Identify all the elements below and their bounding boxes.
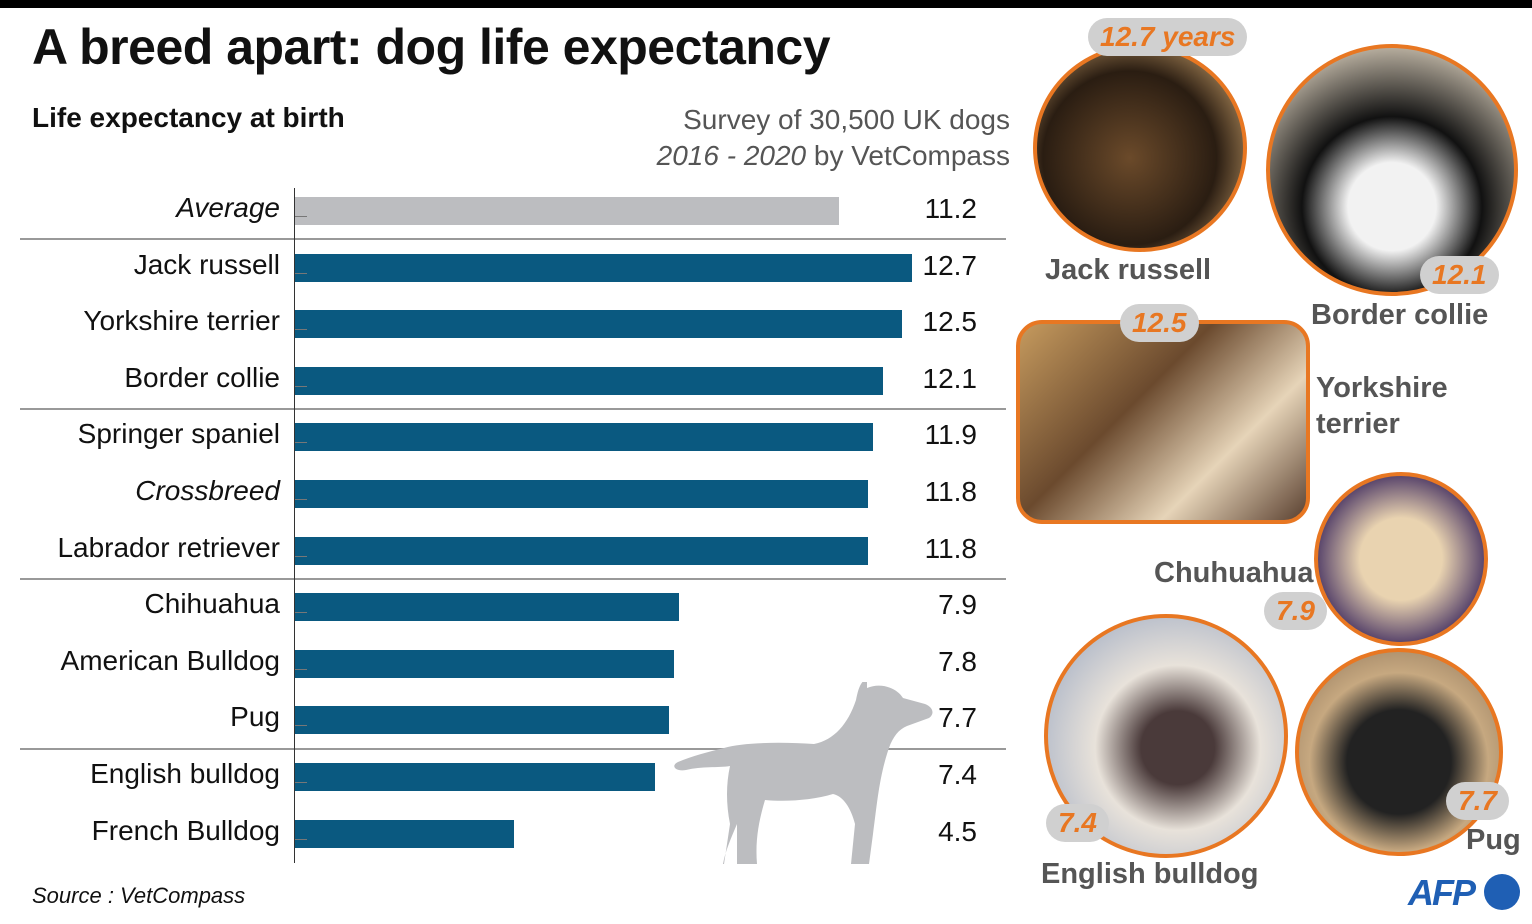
category-label: Average [176, 192, 280, 223]
axis-tick [295, 668, 307, 670]
value-label: 11.9 [924, 419, 977, 451]
bar-yorkshire-terrier [295, 310, 903, 339]
group-separator [20, 408, 1006, 411]
value-label: 7.7 [938, 702, 977, 734]
bar-chihuahua [295, 593, 679, 622]
category-label: Chihuahua [144, 588, 280, 620]
bar-border-collie [295, 366, 883, 395]
y-axis-line [294, 188, 295, 863]
value-label: 12.5 [922, 306, 978, 338]
axis-tick [295, 725, 307, 727]
chihuahua-badge: 7.9 [1264, 592, 1327, 630]
pug-label: Pug [1466, 824, 1521, 856]
survey-line-1: Survey of 30,500 UK dogs [683, 104, 1010, 135]
english-bulldog-badge: 7.4 [1046, 804, 1109, 842]
yorkshire-terrier-label: Yorkshire terrier [1316, 370, 1448, 442]
category-label: English bulldog [90, 758, 280, 789]
source-note: Source : VetCompass [32, 883, 246, 908]
afp-logo: AFP [1408, 872, 1476, 913]
label-line: Yorkshire [1316, 372, 1448, 404]
group-separator [20, 577, 1006, 580]
value-label: 7.4 [938, 759, 977, 790]
bar-average [295, 197, 840, 225]
axis-tick [295, 385, 307, 387]
label-line: terrier [1316, 408, 1400, 440]
value-label: 12.7 [922, 249, 978, 281]
category-label: Labrador retriever [57, 531, 280, 563]
bar-french-bulldog [295, 819, 514, 848]
value-label: 4.5 [938, 815, 977, 847]
border-collie-photo [1266, 44, 1518, 296]
category-label: American Bulldog [60, 644, 280, 676]
value-label: 7.9 [938, 589, 977, 621]
jack-russell-photo [1033, 44, 1247, 252]
chihuahua-photo [1314, 472, 1488, 646]
bar-pug [295, 706, 670, 735]
jack-russell-badge: 12.7 years [1088, 18, 1248, 56]
category-label: Jack russell [133, 248, 280, 280]
bar-labrador-retriever [295, 536, 869, 565]
border-collie-badge: 12.1 [1420, 256, 1499, 294]
bar-english-bulldog [295, 763, 655, 791]
axis-tick [295, 272, 307, 274]
afp-logo-dot [1484, 874, 1520, 910]
survey-note: Survey of 30,500 UK dogs 2016 - 2020 by … [657, 102, 1010, 174]
bar-american-bulldog [295, 649, 674, 678]
value-label: 11.8 [924, 476, 977, 507]
axis-tick [295, 216, 307, 217]
group-separator [20, 238, 1006, 241]
category-label: Border collie [124, 361, 280, 393]
bar-springer-spaniel [295, 423, 874, 452]
chihuahua-label: Chuhuahua [1154, 557, 1314, 589]
top-rule [0, 0, 1532, 8]
axis-tick [295, 555, 307, 557]
axis-tick [295, 329, 307, 331]
bar-crossbreed [295, 480, 869, 508]
english-bulldog-label: English bulldog [1041, 858, 1259, 890]
category-label: French Bulldog [91, 814, 280, 846]
axis-tick [295, 612, 307, 614]
chart-subtitle: Life expectancy at birth [32, 102, 345, 133]
pug-badge: 7.7 [1446, 782, 1509, 820]
category-label: Pug [230, 701, 280, 733]
category-label: Yorkshire terrier [83, 305, 280, 337]
yorkshire-terrier-photo [1016, 320, 1310, 524]
axis-tick [295, 782, 307, 783]
value-label: 7.8 [938, 645, 977, 677]
value-label: 11.2 [924, 193, 977, 224]
yorkshire-terrier-badge: 12.5 [1120, 304, 1199, 342]
category-label: Springer spaniel [77, 418, 280, 450]
value-label: 12.1 [922, 362, 978, 394]
page-title: A breed apart: dog life expectancy [32, 19, 831, 75]
axis-tick [295, 442, 307, 444]
border-collie-label: Border collie [1311, 299, 1489, 331]
axis-tick [295, 838, 307, 840]
survey-by: by VetCompass [806, 140, 1010, 171]
survey-years: 2016 - 2020 [656, 140, 807, 171]
jack-russell-label: Jack russell [1045, 254, 1212, 286]
bar-jack-russell [295, 253, 912, 282]
category-label: Crossbreed [135, 475, 280, 506]
group-separator [20, 747, 1006, 750]
axis-tick [295, 499, 307, 500]
dog-silhouette-icon [674, 682, 933, 864]
pug-photo [1295, 648, 1503, 856]
value-label: 11.8 [924, 532, 977, 564]
